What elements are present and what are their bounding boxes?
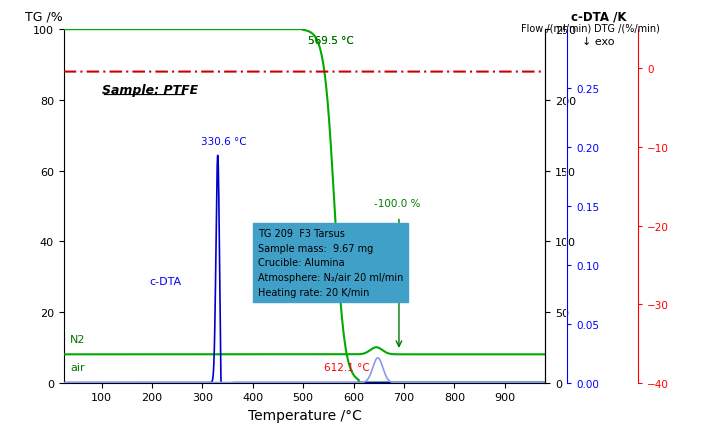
X-axis label: Temperature /°C: Temperature /°C (248, 408, 361, 422)
Text: 569.5 °C: 569.5 °C (308, 36, 354, 46)
Text: TG /%: TG /% (25, 10, 63, 23)
Text: Flow /(ml/min): Flow /(ml/min) (520, 24, 591, 34)
Text: 569.5 °C: 569.5 °C (308, 36, 354, 46)
Text: -100.0 %: -100.0 % (374, 198, 420, 209)
Text: 612.1 °C: 612.1 °C (324, 362, 370, 372)
Text: Sample: PTFE: Sample: PTFE (101, 83, 198, 97)
Text: c-DTA /K: c-DTA /K (571, 11, 626, 24)
Text: c-DTA: c-DTA (149, 276, 181, 286)
Text: N2: N2 (70, 334, 86, 344)
Text: 330.6 °C: 330.6 °C (201, 137, 246, 147)
Text: ↓ exo: ↓ exo (582, 37, 615, 46)
Text: TG 209  F3 Tarsus
Sample mass:  9.67 mg
Crucible: Alumina
Atmosphere: N₂/air 20 : TG 209 F3 Tarsus Sample mass: 9.67 mg Cr… (258, 228, 403, 297)
Text: air: air (70, 362, 85, 372)
Text: DTG /(%/min): DTG /(%/min) (593, 24, 660, 34)
